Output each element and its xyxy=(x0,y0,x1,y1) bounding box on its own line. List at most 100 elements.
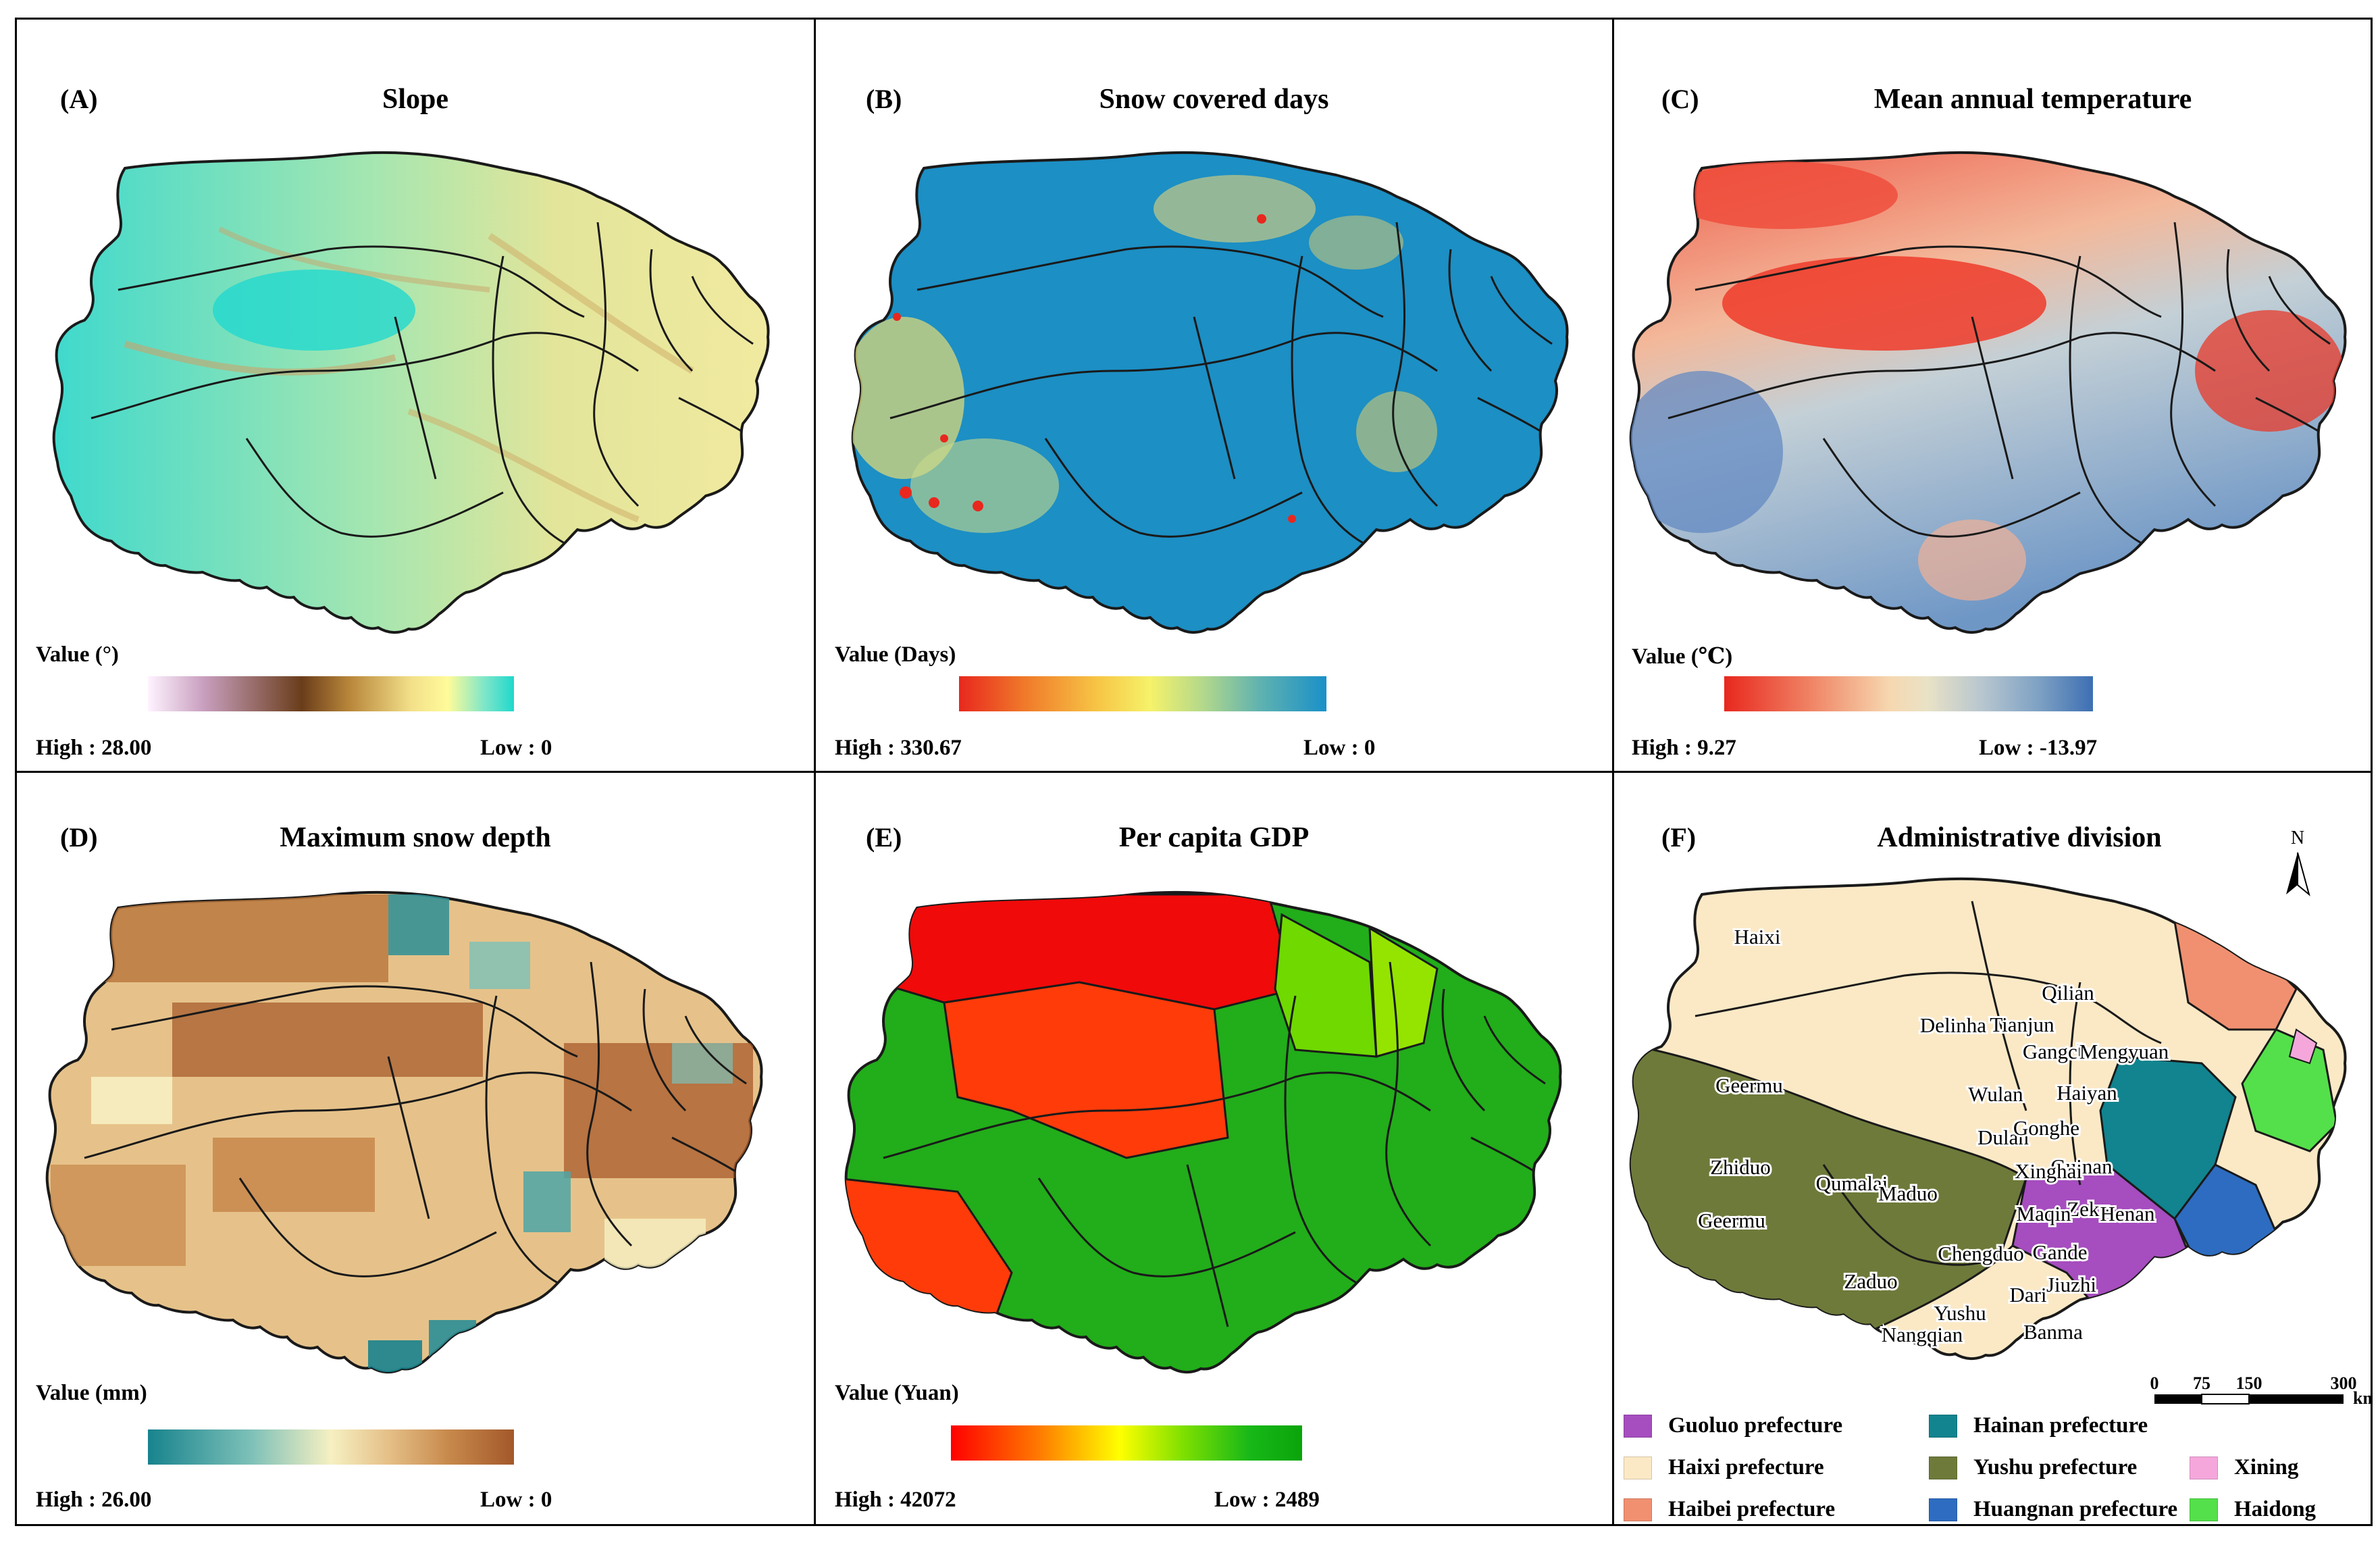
place-label: Chengduo xyxy=(1938,1242,2023,1265)
legend-label: Xining xyxy=(2234,1455,2299,1479)
high-value: High : 330.67 xyxy=(835,736,962,760)
low-value: Low : -13.97 xyxy=(1979,736,2098,760)
value-label: Value (°) xyxy=(36,642,119,667)
color-ramp xyxy=(1724,676,2093,711)
panel-admin-division: (F) Administrative division Haixi De xyxy=(1612,771,2373,1526)
panel-title: Mean annual temperature xyxy=(1873,84,2192,115)
panel-letter: (F) xyxy=(1661,822,1697,853)
place-labels: Haixi Delinha Tianjun Qilian GangchaMengyuan… xyxy=(1696,923,2171,1348)
low-value: Low : 2489 xyxy=(1214,1488,1320,1512)
legend-swatch xyxy=(1624,1498,1652,1521)
legend-swatch xyxy=(2190,1498,2218,1521)
value-label: Value (Days) xyxy=(835,642,956,667)
place-label: Geermu xyxy=(1715,1073,1783,1097)
slope-map xyxy=(52,151,770,634)
panel-letter: (A) xyxy=(60,84,98,114)
panel-temperature: (C) Mean annual temperature xyxy=(1612,18,2373,773)
high-value: High : 9.27 xyxy=(1632,736,1736,760)
north-label: N xyxy=(2291,828,2304,849)
legend-label: Haidong xyxy=(2234,1497,2317,1521)
panel-letter: (E) xyxy=(866,822,902,853)
legend-item: Yushu prefecture xyxy=(1929,1455,2137,1480)
scale-tick-label: 75 xyxy=(2193,1373,2210,1393)
place-label: Delinha xyxy=(1920,1013,1986,1037)
place-label: Gande xyxy=(2033,1240,2088,1264)
place-label: Zaduo xyxy=(1844,1269,1897,1293)
panel-title: Administrative division xyxy=(1877,822,2162,853)
panel-title: Snow covered days xyxy=(1099,84,1329,115)
value-label: Value (℃) xyxy=(1632,644,1733,669)
place-label: Guinan xyxy=(2050,1155,2113,1178)
place-label: Geermu xyxy=(1698,1209,1765,1232)
scale-tick-label: 150 xyxy=(2236,1373,2262,1393)
panel-gdp: (E) Per capita GDP Valu xyxy=(814,771,1614,1526)
panel-letter: (B) xyxy=(866,84,902,114)
place-label: Qumalai xyxy=(1816,1171,1888,1195)
legend-swatch xyxy=(1624,1456,1652,1479)
low-value: Low : 0 xyxy=(1303,736,1376,760)
legend-item: Xining xyxy=(2190,1455,2298,1480)
legend-item: Haidong xyxy=(2190,1497,2316,1522)
scale-tick-label: 0 xyxy=(2150,1373,2159,1393)
place-label: Jiuzhi xyxy=(2046,1273,2096,1296)
high-value: High : 42072 xyxy=(835,1488,956,1512)
panel-letter: (D) xyxy=(60,822,98,853)
scale-tick-label: 300 xyxy=(2331,1373,2357,1393)
color-ramp xyxy=(148,1429,514,1465)
place-label: Maqin xyxy=(2017,1202,2071,1225)
legend-item: Haixi prefecture xyxy=(1624,1455,1824,1480)
place-label: Wulan xyxy=(1968,1082,2023,1106)
place-label: Nangqian xyxy=(1882,1323,1963,1346)
legend-label: Yushu prefecture xyxy=(1973,1455,2138,1479)
admin-map: Haixi Delinha Tianjun Qilian GangchaMengyuan… xyxy=(1629,828,2373,1408)
temperature-map xyxy=(1629,151,2347,634)
legend-item: Hainan prefecture xyxy=(1929,1413,2148,1438)
legend-label: Huangnan prefecture xyxy=(1973,1497,2178,1521)
place-label: Xinghai xyxy=(2015,1159,2082,1183)
low-value: Low : 0 xyxy=(480,736,552,760)
place-label: Qilian xyxy=(2042,981,2094,1005)
color-ramp xyxy=(148,676,514,711)
scale-unit: km xyxy=(2353,1388,2373,1408)
place-label: Maduo xyxy=(1878,1182,1938,1205)
panel-title: Maximum snow depth xyxy=(280,822,551,853)
place-label: Gonghe xyxy=(2013,1116,2079,1140)
place-label: Banma xyxy=(2023,1320,2083,1344)
color-ramp xyxy=(951,1425,1302,1461)
legend-swatch xyxy=(1929,1456,1957,1479)
north-arrow-icon: N xyxy=(2286,828,2310,896)
place-label: Henan xyxy=(2100,1202,2155,1225)
place-label: Haixi xyxy=(1734,925,1781,948)
legend-label: Haibei prefecture xyxy=(1668,1497,1836,1521)
legend-label: Hainan prefecture xyxy=(1973,1413,2148,1438)
place-label: Yushu xyxy=(1934,1301,1986,1325)
panel-slope: (A) Slope Value (° xyxy=(15,18,816,773)
color-ramp xyxy=(959,676,1326,711)
legend-item: Huangnan prefecture xyxy=(1929,1497,2177,1522)
place-label: Zhiduo xyxy=(1710,1155,1771,1179)
place-label: Tianjun xyxy=(1990,1013,2054,1036)
legend-label: Guoluo prefecture xyxy=(1668,1413,1843,1438)
legend-label: Haixi prefecture xyxy=(1668,1455,1824,1479)
place-label: Mengyuan xyxy=(2079,1040,2169,1063)
panel-snow-days: (B) Snow covered days xyxy=(814,18,1614,773)
legend-swatch xyxy=(1929,1414,1957,1438)
place-label: Dulan xyxy=(1977,1125,2029,1149)
legend-swatch xyxy=(1929,1498,1957,1521)
place-label: Dari xyxy=(2009,1283,2046,1307)
panel-title: Slope xyxy=(382,84,449,115)
panel-title: Per capita GDP xyxy=(1118,822,1310,853)
place-label: Zeku xyxy=(2067,1197,2110,1221)
gdp-map xyxy=(844,890,1562,1374)
legend-swatch xyxy=(2190,1456,2218,1479)
snow-depth-map xyxy=(45,890,763,1374)
value-label: Value (mm) xyxy=(36,1381,147,1405)
high-value: High : 28.00 xyxy=(36,736,152,760)
legend-item: Guoluo prefecture xyxy=(1624,1413,1842,1438)
snow-days-map xyxy=(851,151,1569,634)
value-label: Value (Yuan) xyxy=(835,1381,959,1405)
place-label: Gangcha xyxy=(2023,1040,2097,1063)
panel-letter: (C) xyxy=(1661,84,1699,114)
low-value: Low : 0 xyxy=(480,1488,552,1512)
legend-swatch xyxy=(1624,1414,1652,1438)
